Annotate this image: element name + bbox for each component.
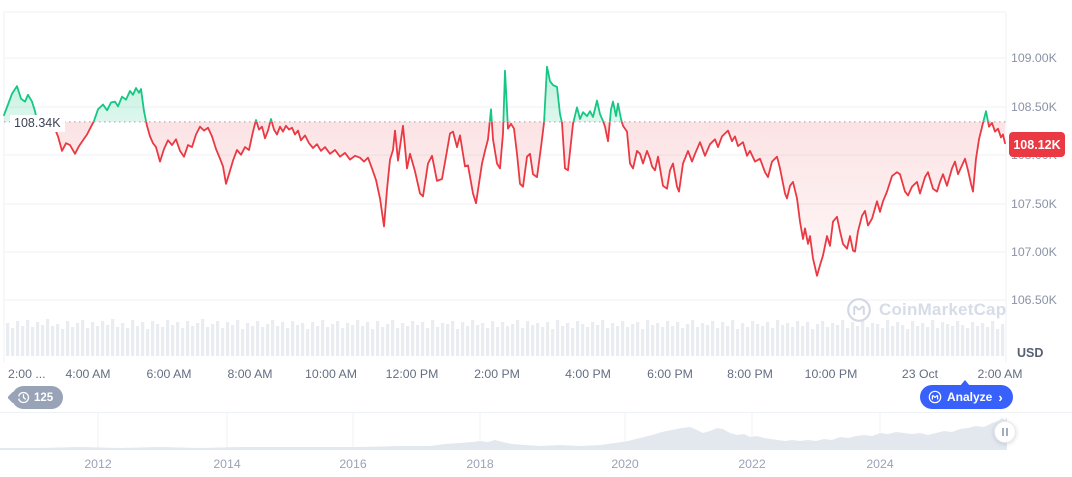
x-axis-label: 8:00 AM [227,367,273,381]
chevron-right-icon: › [998,389,1003,405]
baseline-price-label: 108.34K [10,115,65,132]
timeline-year: 2018 [466,457,494,471]
timeline-year: 2012 [84,457,112,471]
timeline-year: 2014 [213,457,241,471]
y-axis-label: 107.00K [1011,245,1057,259]
x-axis-label: 8:00 PM [727,367,773,381]
current-price-badge: 108.12K [1009,132,1065,157]
minimap-area-chart [0,417,1007,450]
coinmarketcap-watermark: CoinMarketCap [846,297,1006,323]
y-axis-label: 106.50K [1011,293,1057,307]
x-axis-label: 23 Oct [901,367,939,381]
x-axis-label: 4:00 PM [565,367,611,381]
handle-grip-icon [1006,428,1008,436]
history-count: 125 [34,391,54,404]
y-axis-label: 109.00K [1011,51,1057,65]
x-axis-label: 4:00 AM [65,367,111,381]
y-axis-label: 107.50K [1011,197,1057,211]
volume-bars [6,319,1005,356]
analyze-label: Analyze [947,390,993,404]
timeline-year: 2016 [339,457,367,471]
timeline-minimap[interactable] [0,412,1072,451]
x-axis-label: 10:00 PM [804,367,858,381]
timeline-year: 2022 [738,457,766,471]
timeline-year: 2020 [611,457,639,471]
x-axis-label: 6:00 PM [647,367,693,381]
handle-grip-icon [1002,428,1004,436]
timeline-year: 2024 [866,457,894,471]
history-count-badge[interactable]: 125 [12,386,64,409]
unit-label: USD [1017,346,1044,360]
x-axis-label: 12:00 PM [385,367,439,381]
coinmarketcap-logo-icon [928,390,942,404]
history-clock-icon [17,391,30,404]
range-drag-handle[interactable] [994,421,1016,443]
x-axis-label: 2:00 ... [8,367,46,381]
analyze-button[interactable]: Analyze › [920,380,1013,409]
y-axis-label: 108.50K [1011,100,1057,114]
chart-frame [3,11,1007,362]
watermark-text: CoinMarketCap [879,300,1007,319]
x-axis-label: 10:00 AM [305,367,357,381]
x-axis-label: 6:00 AM [146,367,192,381]
x-axis-label: 2:00 PM [474,367,520,381]
x-axis-label: 2:00 AM [977,367,1023,381]
price-series [3,65,1006,277]
coinmarketcap-logo-icon [846,297,872,323]
